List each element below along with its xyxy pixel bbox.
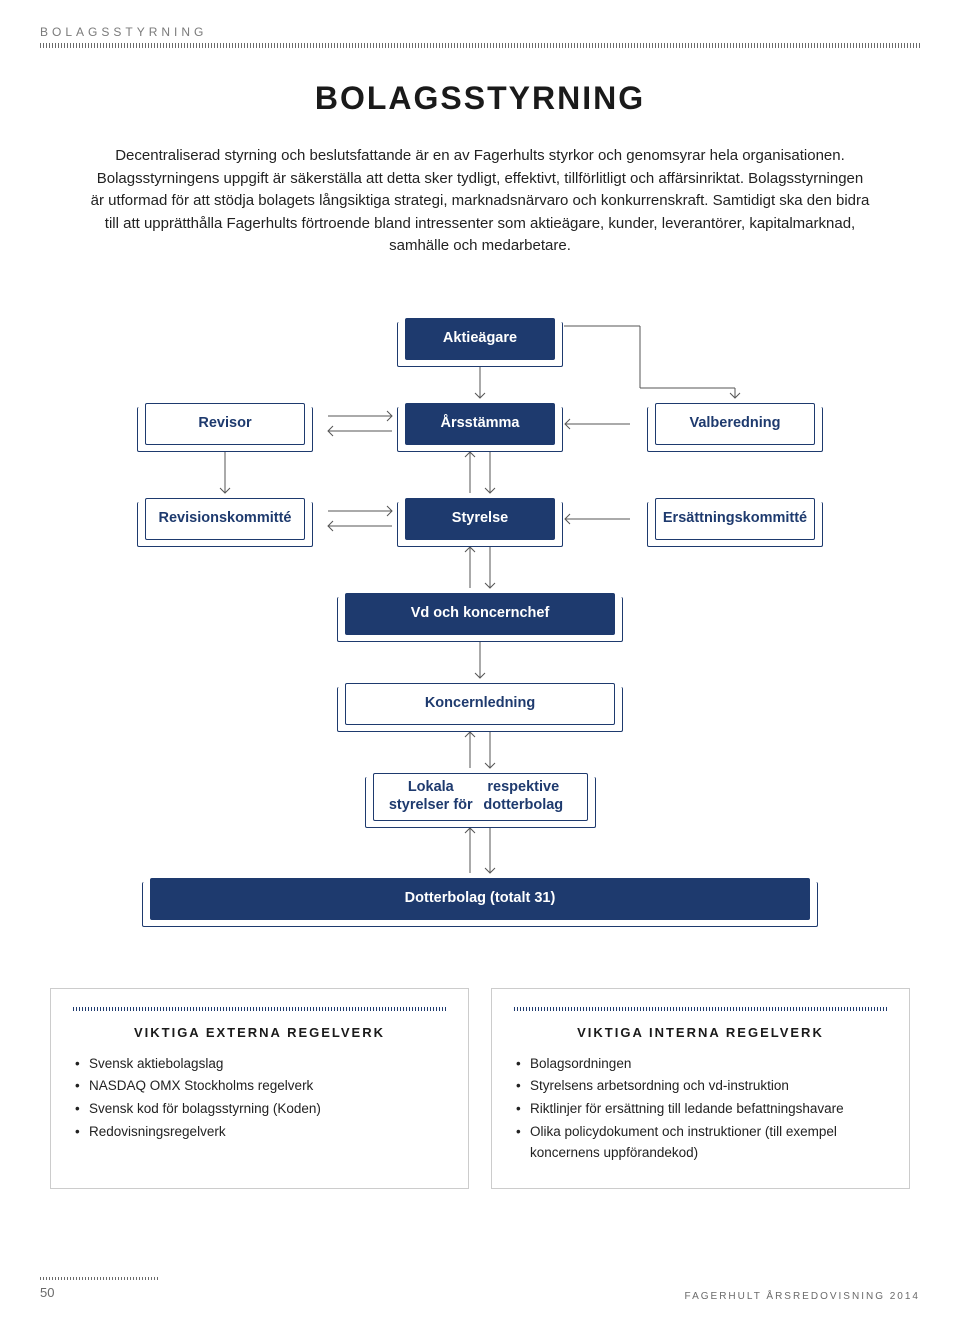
rules-row: VIKTIGA EXTERNA REGELVERK Svensk aktiebo…: [50, 988, 910, 1190]
chart-node-dotterbolag: Dotterbolag (totalt 31): [150, 878, 810, 920]
list-item: Svensk aktiebolagslag: [73, 1054, 446, 1075]
section-label: BOLAGSSTYRNING: [40, 25, 920, 39]
footer-mark: [40, 1277, 160, 1280]
box-divider: [73, 1007, 446, 1011]
chart-node-aktieagare: Aktieägare: [405, 318, 555, 360]
list-item: Olika policydokument och instruktioner (…: [514, 1122, 887, 1164]
chart-node-valberedning: Valberedning: [655, 403, 815, 445]
chart-node-ersattningskommitte: Ersättningskommitté: [655, 498, 815, 540]
footer-brand: FAGERHULT ÅRSREDOVISNING 2014: [685, 1291, 920, 1302]
chart-node-vd: Vd och koncernchef: [345, 593, 615, 635]
page-number: 50: [40, 1285, 54, 1300]
page-footer: 50 FAGERHULT ÅRSREDOVISNING 2014: [40, 1277, 920, 1302]
box-divider: [514, 1007, 887, 1011]
chart-node-lokala: Lokala styrelser förrespektive dotterbol…: [373, 773, 588, 821]
internal-rules-list: BolagsordningenStyrelsens arbetsordning …: [514, 1054, 887, 1165]
list-item: NASDAQ OMX Stockholms regelverk: [73, 1076, 446, 1097]
chart-node-arsstamma: Årsstämma: [405, 403, 555, 445]
internal-rules-box: VIKTIGA INTERNA REGELVERK Bolagsordninge…: [491, 988, 910, 1190]
external-rules-list: Svensk aktiebolagslagNASDAQ OMX Stockhol…: [73, 1054, 446, 1144]
external-rules-box: VIKTIGA EXTERNA REGELVERK Svensk aktiebo…: [50, 988, 469, 1190]
intro-paragraph: Decentraliserad styrning och beslutsfatt…: [90, 145, 870, 258]
list-item: Riktlinjer för ersättning till ledande b…: [514, 1099, 887, 1120]
chart-node-koncernledning: Koncernledning: [345, 683, 615, 725]
chart-node-revisor: Revisor: [145, 403, 305, 445]
list-item: Bolagsordningen: [514, 1054, 887, 1075]
list-item: Redovisningsregelverk: [73, 1122, 446, 1143]
org-chart: Aktieägare Revisor Årsstämma Valberedning Re…: [70, 318, 890, 958]
divider: [40, 43, 920, 48]
chart-node-styrelse: Styrelse: [405, 498, 555, 540]
internal-rules-title: VIKTIGA INTERNA REGELVERK: [514, 1025, 887, 1040]
list-item: Styrelsens arbetsordning och vd-instrukt…: [514, 1076, 887, 1097]
external-rules-title: VIKTIGA EXTERNA REGELVERK: [73, 1025, 446, 1040]
chart-node-revisionskommitte: Revisionskommitté: [145, 498, 305, 540]
list-item: Svensk kod för bolagsstyrning (Koden): [73, 1099, 446, 1120]
page-title: BOLAGSSTYRNING: [40, 80, 920, 117]
